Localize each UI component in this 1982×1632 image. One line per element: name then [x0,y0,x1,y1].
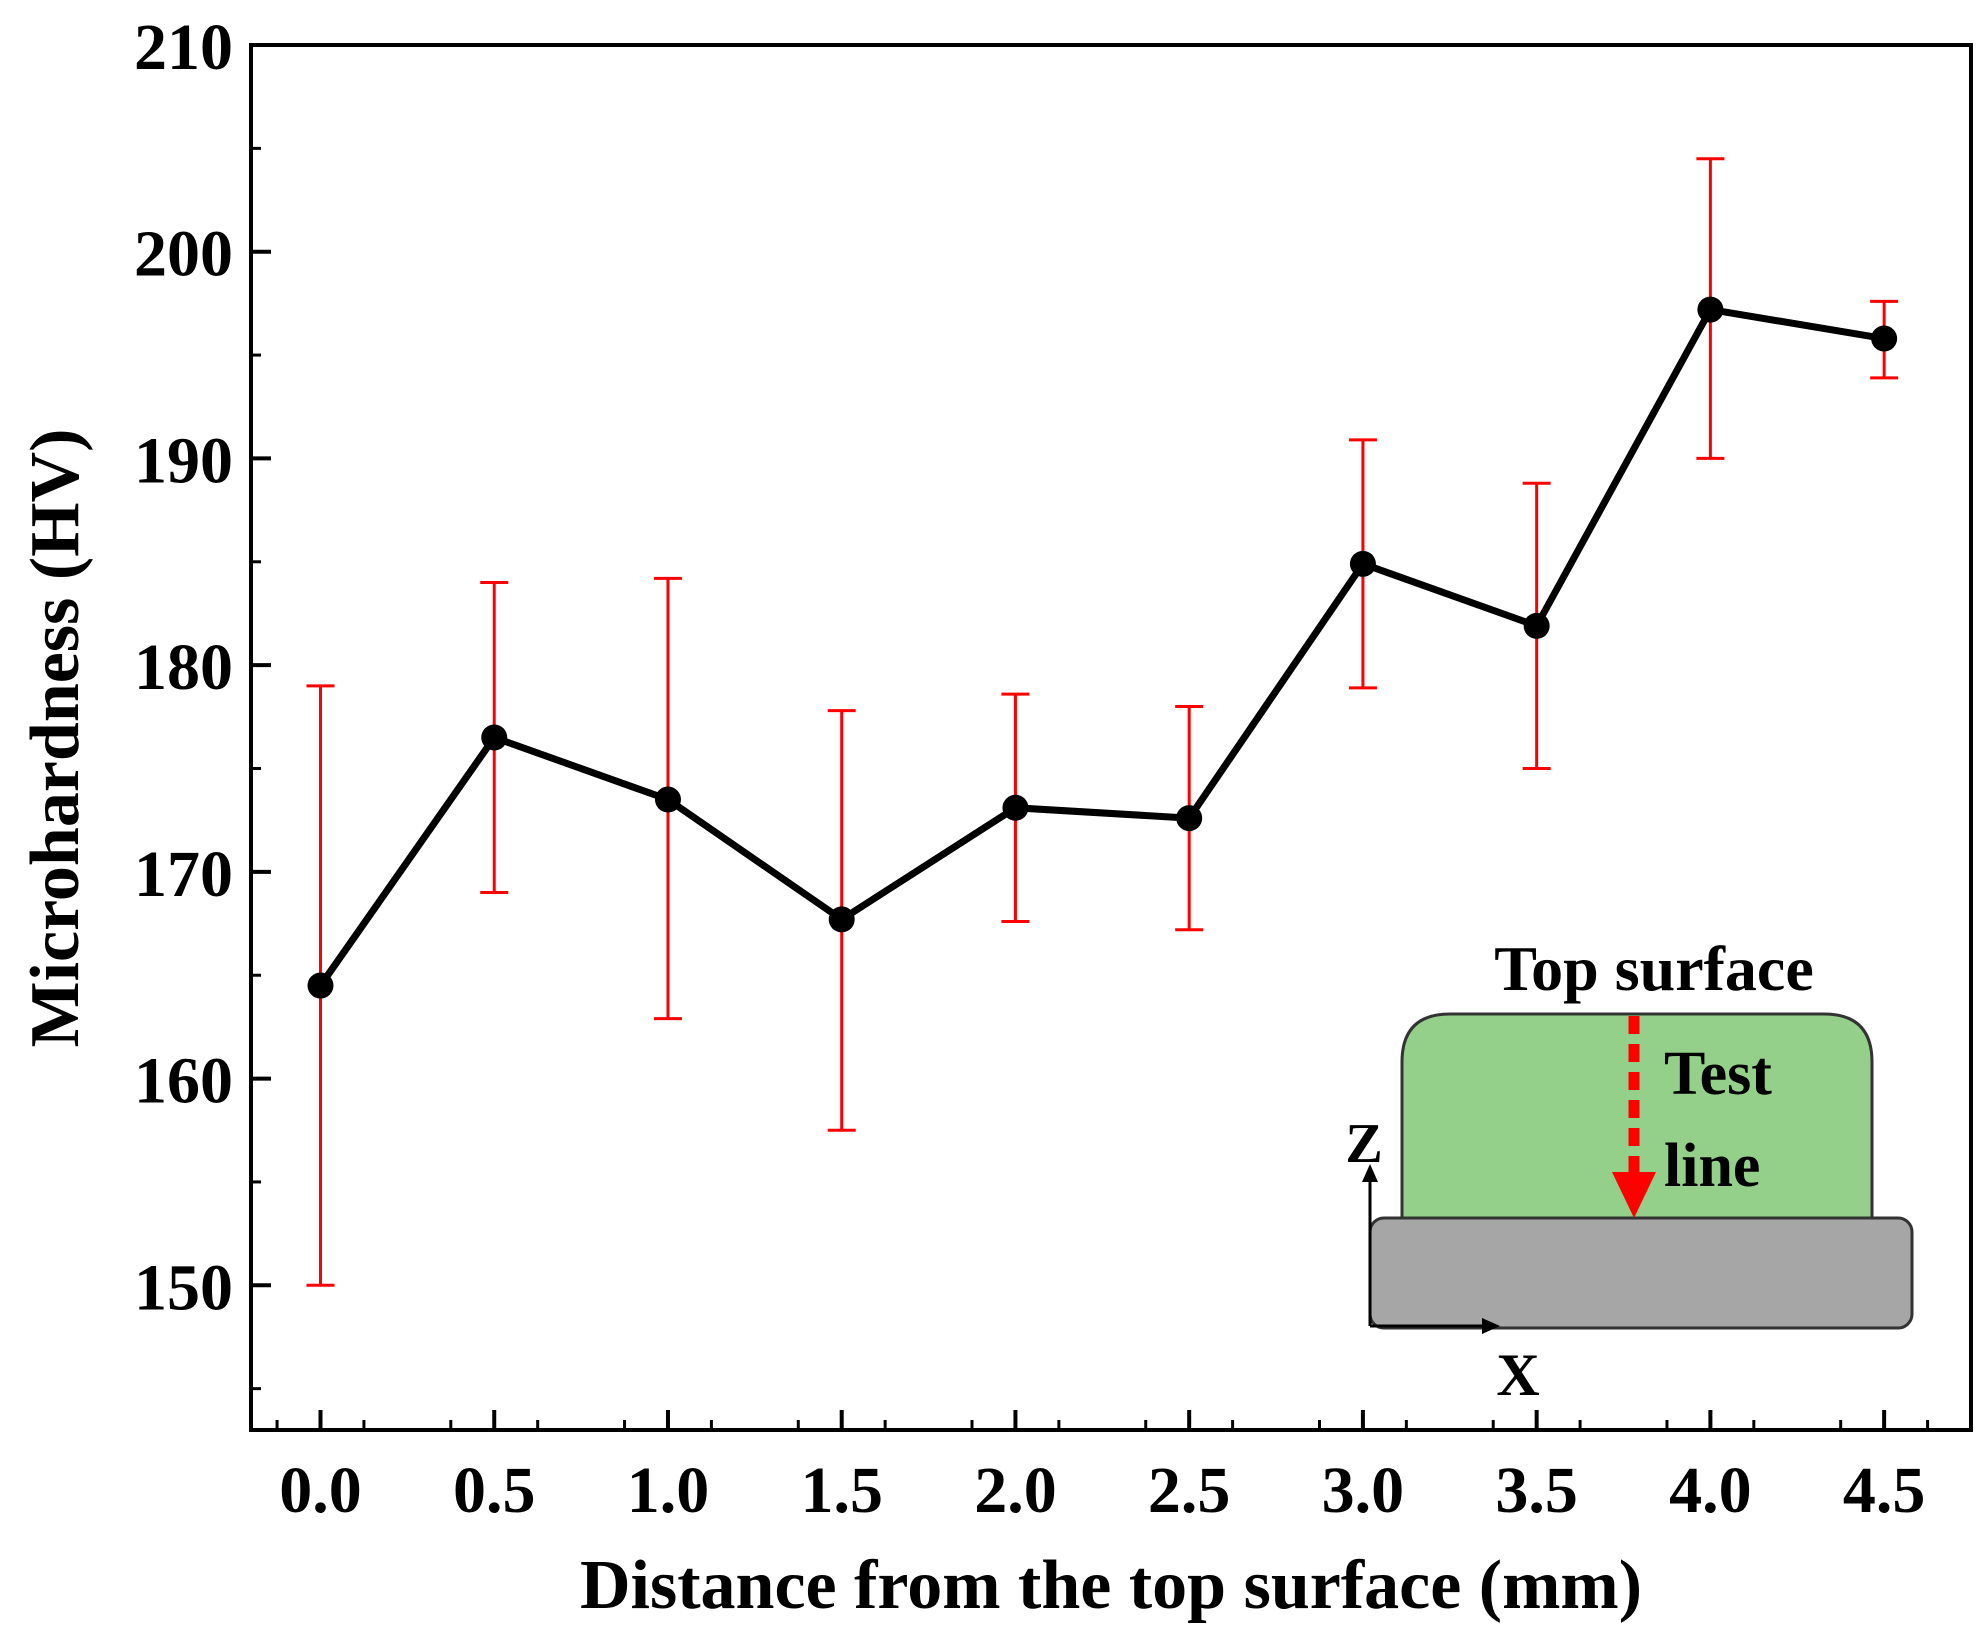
data-markers [307,296,1898,999]
y-tick-label: 190 [134,424,233,497]
y-tick-label: 210 [134,11,233,84]
y-tick-label: 170 [134,838,233,911]
inset-test-line-arrowhead [1612,1172,1656,1218]
y-tick-label: 150 [134,1251,233,1324]
x-tick-label: 4.0 [1669,1454,1752,1527]
inset-top-surface-label: Top surface [1494,933,1813,1004]
x-tick-label: 1.5 [800,1454,883,1527]
x-tick-label: 2.0 [974,1454,1057,1527]
inset-x-axis-arrowhead [1482,1318,1500,1334]
y-tick-label: 200 [134,218,233,291]
inset-schematic: Top surface Test line Z X [1345,933,1914,1408]
y-axis-label: Microhardness (HV) [17,429,94,1048]
data-point [1002,794,1029,821]
y-axis-ticks: 150 160 170 180 190 200 210 [134,11,271,1391]
plot-area-frame [249,43,1973,1432]
data-point [481,724,508,751]
x-tick-label: 3.5 [1495,1454,1578,1527]
x-tick-label: 0.5 [453,1454,536,1527]
inset-test-label: Test [1664,1040,1772,1108]
data-point [828,906,855,933]
x-tick-label: 3.0 [1322,1454,1405,1527]
y-tick-label: 180 [134,631,233,704]
data-point [1523,612,1550,639]
inset-x-axis-label: X [1496,1342,1539,1408]
inset-z-axis-label: Z [1345,1113,1382,1175]
data-point [1697,296,1724,323]
x-axis-label: Distance from the top surface (mm) [580,1547,1642,1624]
data-point [1349,550,1376,577]
x-tick-label: 4.5 [1843,1454,1926,1527]
data-point [654,786,681,813]
inset-line-label: line [1664,1132,1760,1200]
y-tick-label: 160 [134,1045,233,1118]
x-tick-label: 1.0 [627,1454,710,1527]
series-line [317,306,1885,988]
x-axis-ticks: 0.0 0.5 1.0 1.5 2.0 2.5 3.0 3.5 4.0 4.5 [275,1410,1930,1527]
data-point [1176,805,1203,832]
data-point [1871,325,1898,352]
inset-z-axis-arrowhead [1362,1164,1378,1182]
x-tick-label: 0.0 [279,1454,362,1527]
x-tick-label: 2.5 [1148,1454,1231,1527]
series-line-group [317,306,1885,988]
data-point [307,972,334,999]
inset-substrate-shape [1368,1216,1914,1330]
